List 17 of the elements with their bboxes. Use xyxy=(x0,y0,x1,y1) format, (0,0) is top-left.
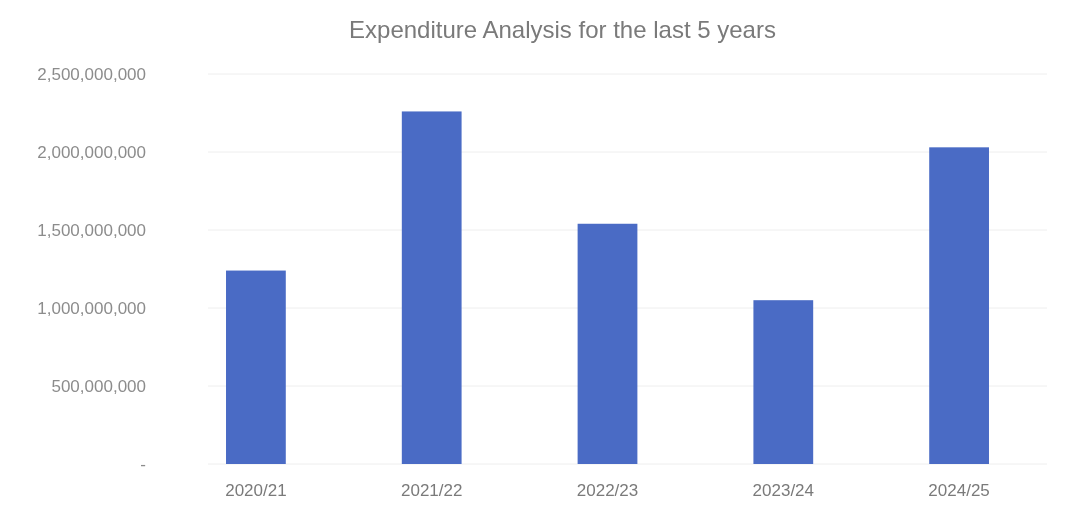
x-tick-label: 2024/25 xyxy=(928,481,990,500)
bar xyxy=(577,223,638,464)
bar xyxy=(929,147,989,464)
bar xyxy=(226,270,286,464)
chart-title: Expenditure Analysis for the last 5 years xyxy=(349,16,776,43)
y-tick-label: 1,000,000,000 xyxy=(37,298,146,318)
y-tick-label: - xyxy=(140,454,146,474)
x-tick-label: 2021/22 xyxy=(400,481,463,500)
x-tick-label: 2023/24 xyxy=(752,481,815,500)
bar xyxy=(401,111,462,464)
x-tick-label: 2020/21 xyxy=(225,481,287,500)
y-tick-label: 1,500,000,000 xyxy=(37,220,146,240)
y-tick-label: 2,000,000,000 xyxy=(37,142,146,162)
x-tick-label: 2022/23 xyxy=(576,481,639,500)
y-tick-label: 500,000,000 xyxy=(51,376,146,396)
bar xyxy=(753,300,814,464)
y-tick-label: 2,500,000,000 xyxy=(37,64,146,84)
